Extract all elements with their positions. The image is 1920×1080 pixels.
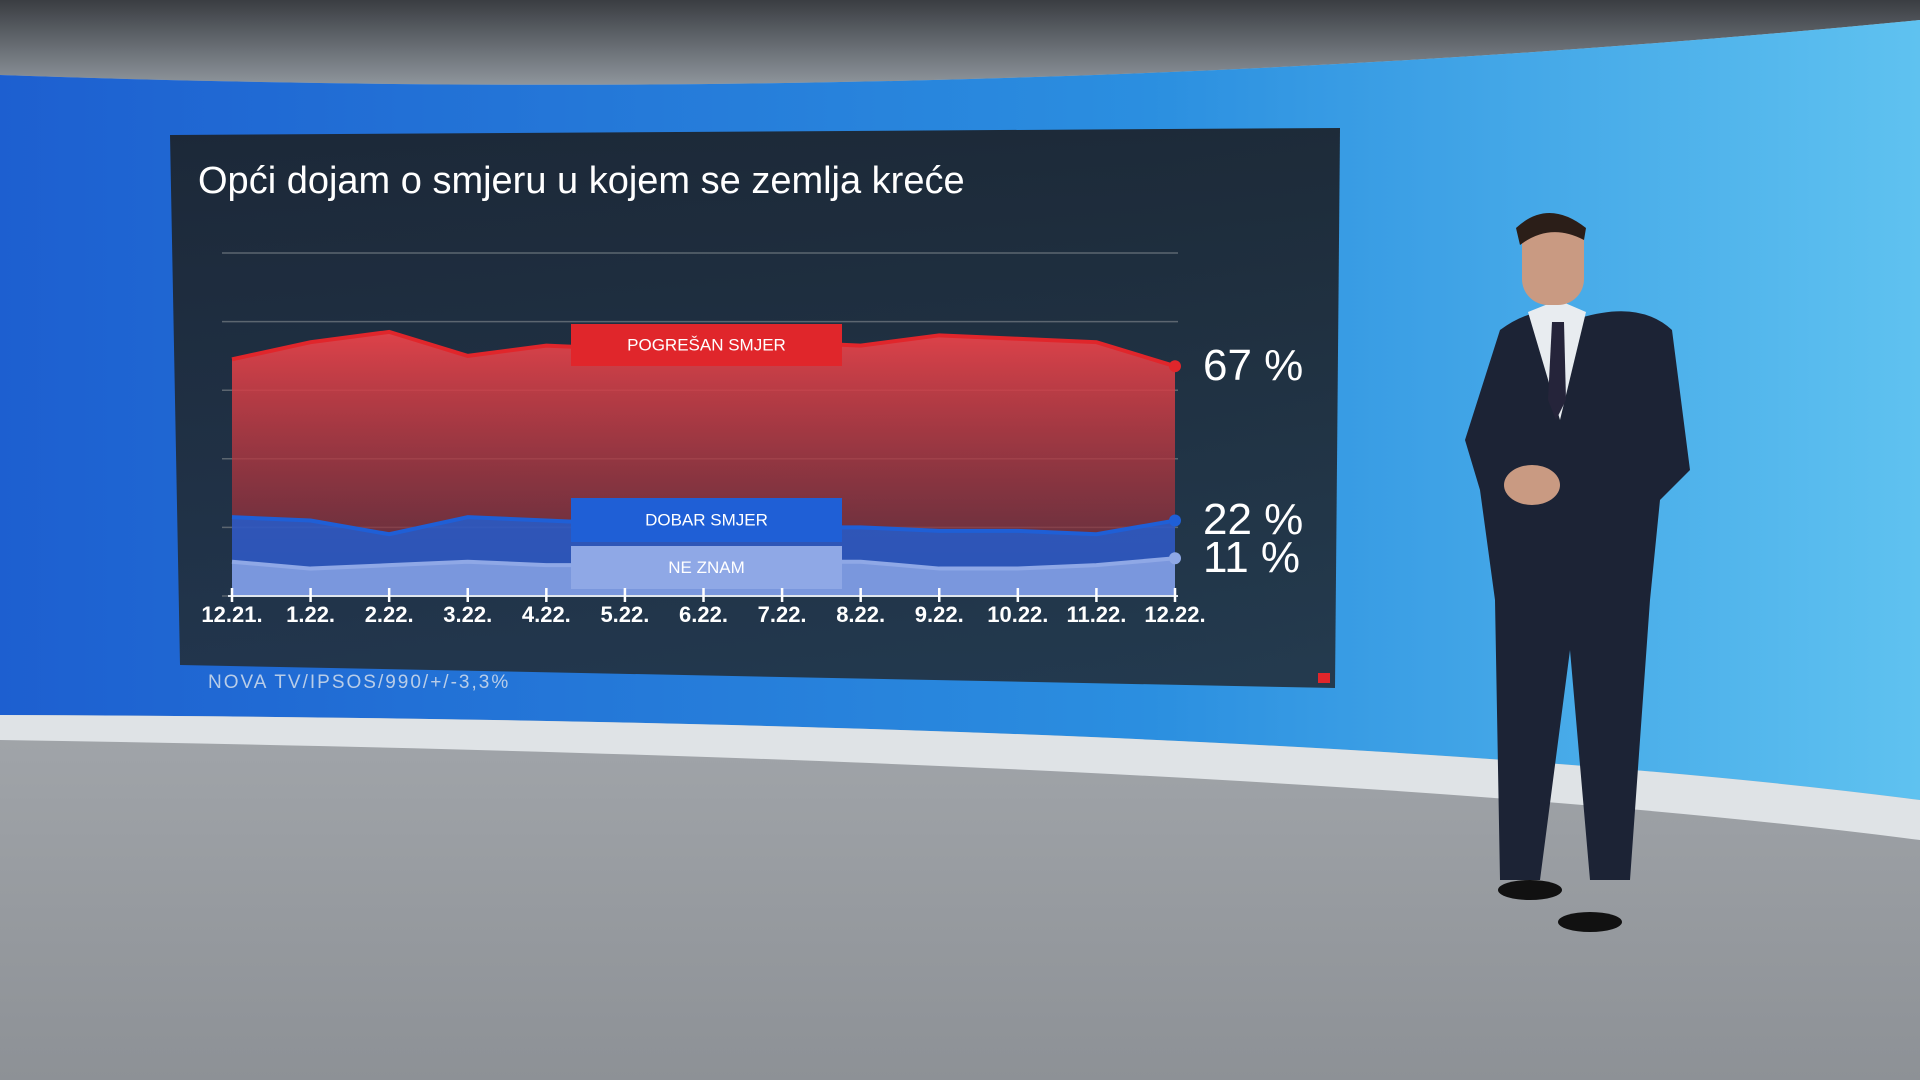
legend-box <box>571 546 842 589</box>
end-value-label: 67 % <box>1203 341 1303 390</box>
x-tick-label: 10.22. <box>987 602 1048 627</box>
legend-label: DOBAR SMJER <box>645 510 768 529</box>
chart-title: Opći dojam o smjeru u kojem se zemlja kr… <box>198 160 965 202</box>
x-tick-label: 2.22. <box>365 602 414 627</box>
corner-accent <box>1318 673 1330 683</box>
presenter-hands <box>1504 465 1560 505</box>
end-dot <box>1169 514 1181 527</box>
legend-label: POGREŠAN SMJER <box>627 335 786 354</box>
legend-label: NE ZNAM <box>668 558 745 577</box>
x-tick-label: 7.22. <box>758 602 807 627</box>
x-tick-label: 12.22. <box>1144 602 1205 627</box>
ceiling <box>0 0 1920 85</box>
presenter-tie <box>1548 322 1566 420</box>
x-tick-label: 11.22. <box>1066 602 1126 627</box>
wall-base <box>0 715 1920 840</box>
end-dot <box>1169 552 1181 565</box>
end-value-label: 22 % <box>1203 495 1303 544</box>
x-tick-label: 8.22. <box>836 602 885 627</box>
presenter-suit <box>1465 311 1690 880</box>
presenter-shoe <box>1498 880 1562 900</box>
x-tick-label: 9.22. <box>915 602 964 627</box>
end-dot <box>1169 360 1181 373</box>
x-tick-label: 4.22. <box>522 602 571 627</box>
presenter <box>1465 213 1690 932</box>
source-note: NOVA TV/IPSOS/990/+/-3,3% <box>208 672 510 693</box>
legend-box <box>571 498 842 542</box>
presenter-head <box>1522 215 1584 305</box>
end-value-label: 11 % <box>1203 533 1300 582</box>
presenter-hair <box>1516 213 1586 245</box>
x-tick-label: 3.22. <box>443 602 492 627</box>
plot-area: 67 % 22 %11 % POGREŠAN SMJER DOBAR SMJER NE … <box>201 252 1303 627</box>
presenter-shoe <box>1558 912 1622 932</box>
x-tick-label: 12.21. <box>201 602 262 627</box>
legend-box <box>571 324 842 366</box>
x-tick-label: 6.22. <box>679 602 728 627</box>
x-tick-label: 1.22. <box>286 602 335 627</box>
x-tick-label: 5.22. <box>600 602 649 627</box>
